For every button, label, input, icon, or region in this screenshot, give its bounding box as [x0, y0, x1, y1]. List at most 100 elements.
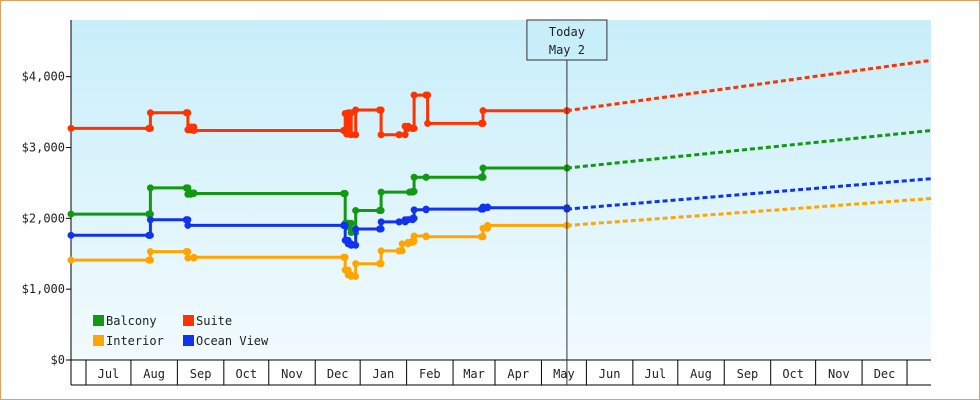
y-tick-label: $2,000	[22, 211, 65, 225]
data-point	[377, 247, 385, 255]
x-tick-label: Aug	[690, 367, 712, 381]
data-point	[341, 253, 349, 261]
data-point	[146, 184, 154, 192]
x-tick-label: Jul	[644, 367, 666, 381]
data-point	[146, 109, 154, 117]
x-tick-label: Feb	[419, 367, 441, 381]
y-tick-label: $0	[51, 353, 65, 367]
data-point	[422, 233, 430, 241]
data-point	[377, 260, 385, 268]
data-point	[484, 204, 492, 212]
data-point	[190, 127, 198, 134]
data-point	[398, 240, 406, 248]
data-point	[341, 190, 349, 198]
x-tick-label: Aug	[143, 367, 165, 381]
data-point	[479, 119, 487, 127]
data-point	[377, 225, 385, 233]
data-point	[377, 207, 385, 215]
series-layer	[67, 58, 932, 280]
legend-label: Interior	[106, 334, 164, 348]
data-point	[352, 260, 360, 268]
data-point	[410, 173, 418, 181]
data-point	[190, 253, 198, 261]
data-point	[184, 248, 192, 256]
data-point	[146, 210, 154, 218]
data-point	[377, 131, 385, 139]
data-point	[398, 247, 406, 255]
x-tick-label: Oct	[782, 367, 804, 381]
data-point	[395, 131, 403, 139]
data-point	[410, 187, 418, 195]
data-point	[352, 207, 360, 215]
data-point	[410, 124, 418, 132]
data-point	[422, 205, 430, 213]
x-tick-label: Dec	[327, 367, 349, 381]
x-tick-label: Sep	[190, 367, 212, 381]
data-point	[347, 219, 355, 227]
today-box	[526, 19, 608, 61]
series-interior	[67, 197, 932, 280]
data-point	[484, 221, 492, 229]
x-tick-label: May	[553, 367, 575, 381]
data-point	[410, 232, 418, 240]
data-point	[479, 233, 487, 241]
data-point	[146, 248, 154, 256]
data-point	[67, 124, 75, 132]
data-point	[184, 221, 192, 229]
legend-swatch	[93, 335, 104, 346]
legend-label: Suite	[196, 314, 232, 328]
series-suite	[67, 58, 932, 139]
data-point	[352, 241, 360, 249]
x-tick-label: Oct	[235, 367, 257, 381]
series-forecast-line	[566, 129, 932, 170]
x-tick-label: Nov	[828, 367, 850, 381]
legend: Balcony Suite Interior Ocean View	[93, 314, 269, 348]
data-point	[410, 91, 418, 99]
y-tick-label: $1,000	[22, 282, 65, 296]
data-point	[424, 119, 432, 127]
x-tick-label: Apr	[507, 367, 529, 381]
data-point	[424, 91, 432, 99]
series-forecast-line	[566, 197, 932, 227]
data-point	[146, 231, 154, 239]
series-forecast-line	[566, 177, 932, 211]
data-point	[341, 221, 349, 229]
data-point	[352, 225, 360, 233]
today-label: Today	[549, 25, 585, 39]
legend-label: Ocean View	[196, 334, 269, 348]
x-tick-label: Mar	[463, 367, 485, 381]
series-balcony	[67, 129, 932, 236]
x-tick-label: Sep	[737, 367, 759, 381]
data-point	[395, 218, 403, 226]
data-point	[352, 131, 360, 139]
plot-area	[71, 20, 931, 360]
x-tick-label: Jul	[98, 367, 120, 381]
y-tick-label: $4,000	[22, 70, 65, 84]
x-tick-label: Jan	[373, 367, 395, 381]
data-point	[479, 164, 487, 172]
data-point	[410, 206, 418, 214]
x-tick-label: Dec	[874, 367, 896, 381]
today-date-label: May 2	[549, 43, 585, 57]
axes: $0 $1,000 $2,000 $3,000 $4,000 Jul Aug Sep Oct No…	[22, 20, 931, 386]
data-point	[377, 188, 385, 196]
y-tick-label: $3,000	[22, 141, 65, 155]
data-point	[67, 210, 75, 218]
x-tick-label: Jun	[599, 367, 621, 381]
legend-swatch	[93, 315, 104, 326]
legend-swatch	[183, 315, 194, 326]
data-point	[422, 173, 430, 181]
data-point	[184, 254, 192, 262]
x-tick-label: Nov	[281, 367, 303, 381]
data-point	[146, 124, 154, 132]
data-point	[377, 218, 385, 226]
series-ocean-view	[67, 177, 932, 249]
data-point	[184, 109, 192, 117]
data-point	[410, 237, 418, 245]
series-forecast-line	[566, 58, 932, 113]
data-point	[146, 256, 154, 264]
data-point	[67, 256, 75, 264]
data-point	[352, 106, 360, 114]
data-point	[146, 216, 154, 224]
